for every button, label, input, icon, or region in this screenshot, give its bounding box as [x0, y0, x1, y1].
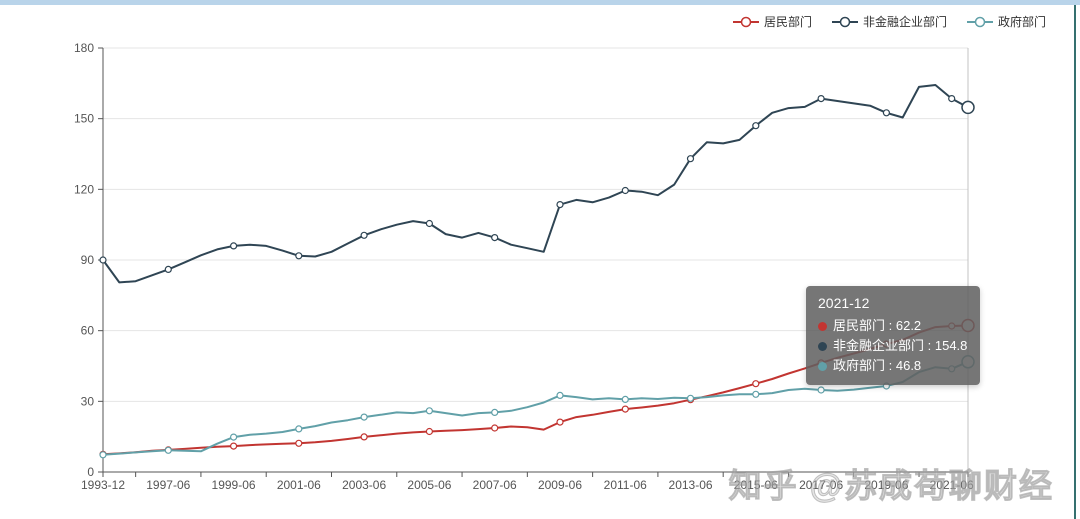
legend-item-government[interactable]: 政府部门: [966, 15, 1046, 29]
legend-item-household[interactable]: 居民部门: [732, 15, 812, 29]
line-circle-icon: [966, 16, 993, 28]
svg-text:0: 0: [87, 465, 94, 479]
tooltip-date: 2021-12: [818, 295, 870, 311]
svg-text:2001-06: 2001-06: [277, 478, 321, 492]
svg-text:2013-06: 2013-06: [669, 478, 713, 492]
tooltip-row-government: 政府部门 : 46.8: [818, 356, 967, 376]
line-circle-icon: [732, 16, 759, 28]
svg-text:2009-06: 2009-06: [538, 478, 582, 492]
svg-text:1997-06: 1997-06: [146, 478, 190, 492]
svg-text:2011-06: 2011-06: [604, 478, 647, 492]
tooltip: 2021-12 居民部门 : 62.2 非金融企业部门 : 154.8 政府部门…: [806, 286, 981, 385]
tooltip-separator: :: [924, 338, 935, 353]
tooltip-separator: :: [885, 358, 896, 373]
series-dot-icon: [818, 341, 827, 351]
legend-label: 政府部门: [997, 15, 1046, 29]
series-1: [99, 84, 975, 284]
svg-text:120: 120: [74, 182, 94, 196]
legend-item-nonfinancial-corporate[interactable]: 非金融企业部门: [831, 15, 947, 29]
tooltip-row-nonfinancial-corporate: 非金融企业部门 : 154.8: [818, 336, 967, 356]
tooltip-series-name: 政府部门: [833, 358, 886, 373]
legend: 居民部门 非金融企业部门 政府部门: [732, 15, 1046, 29]
tooltip-series-name: 居民部门: [833, 318, 886, 333]
svg-text:1993-12: 1993-12: [81, 478, 125, 492]
page-right-border: [1074, 5, 1076, 519]
page-top-border: [0, 0, 1080, 5]
svg-text:150: 150: [74, 112, 94, 126]
y-axis: 0 30 60 90 120 150 180: [74, 41, 104, 479]
legend-label: 居民部门: [763, 15, 812, 29]
x-axis: 1993-12 1997-06 1999-06 2001-06 2003-06 2005-…: [81, 471, 974, 492]
tooltip-series-name: 非金融企业部门: [833, 338, 925, 353]
series-dot-icon: [818, 361, 827, 371]
svg-text:2015-06: 2015-06: [734, 478, 778, 492]
svg-text:180: 180: [74, 41, 94, 55]
svg-text:2003-06: 2003-06: [342, 478, 386, 492]
series-dot-icon: [818, 321, 827, 331]
svg-text:90: 90: [81, 253, 95, 267]
tooltip-row-household: 居民部门 : 62.2: [818, 316, 967, 336]
svg-text:60: 60: [81, 324, 95, 338]
tooltip-series-value: 46.8: [895, 358, 922, 373]
svg-text:2007-06: 2007-06: [473, 478, 517, 492]
tooltip-series-value: 154.8: [934, 338, 968, 353]
legend-label: 非金融企业部门: [862, 15, 947, 29]
svg-text:1999-06: 1999-06: [212, 478, 256, 492]
svg-text:30: 30: [81, 394, 95, 408]
tooltip-series-value: 62.2: [895, 318, 922, 333]
svg-text:2005-06: 2005-06: [407, 478, 451, 492]
svg-text:2019-06: 2019-06: [864, 478, 908, 492]
svg-text:2021-06: 2021-06: [930, 478, 974, 492]
svg-text:2017-06: 2017-06: [799, 478, 843, 492]
tooltip-separator: :: [885, 318, 896, 333]
line-circle-icon: [831, 16, 858, 28]
